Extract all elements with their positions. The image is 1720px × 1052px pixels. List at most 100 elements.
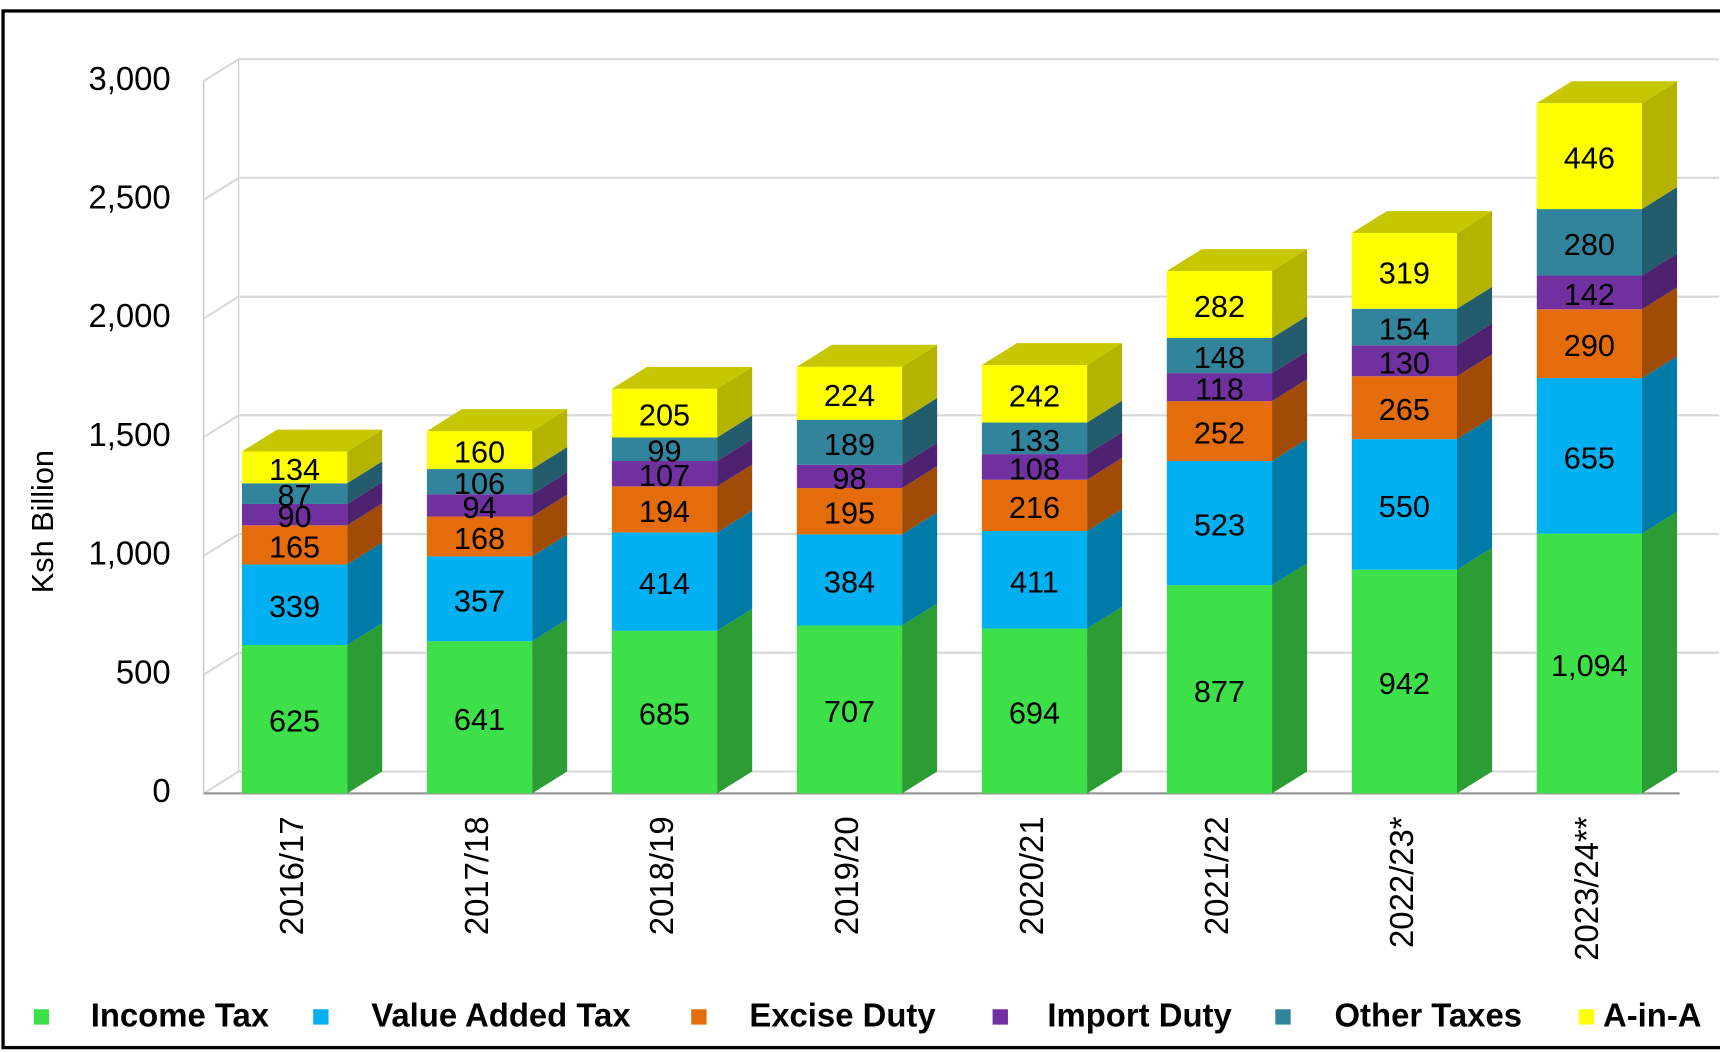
bar bbox=[241, 564, 348, 645]
bar-side bbox=[1457, 354, 1493, 440]
data-label: 224 bbox=[824, 378, 875, 413]
bar bbox=[611, 437, 718, 461]
data-label: 290 bbox=[1564, 328, 1615, 363]
bar bbox=[796, 419, 903, 465]
bar-side bbox=[717, 464, 753, 533]
data-label: 942 bbox=[1379, 666, 1430, 701]
data-label: 707 bbox=[824, 694, 875, 729]
data-label: 134 bbox=[269, 452, 320, 487]
data-label: 655 bbox=[1564, 440, 1615, 475]
bar bbox=[981, 531, 1088, 629]
bar bbox=[796, 488, 903, 535]
x-tick-label: 2022/23* bbox=[1383, 816, 1420, 948]
data-label: 195 bbox=[824, 496, 875, 531]
y-tick-label: 2,500 bbox=[88, 178, 170, 215]
data-label: 877 bbox=[1194, 674, 1245, 709]
bar-side bbox=[1272, 351, 1308, 402]
bar bbox=[1351, 308, 1458, 346]
data-label: 98 bbox=[832, 461, 866, 496]
bar-side bbox=[902, 512, 938, 626]
bar-side bbox=[347, 503, 383, 565]
data-label: 694 bbox=[1009, 695, 1060, 730]
data-label: 160 bbox=[454, 435, 505, 470]
bar bbox=[1351, 569, 1458, 794]
bar-side bbox=[1272, 316, 1308, 374]
bar-side bbox=[1272, 379, 1308, 461]
data-label: 357 bbox=[454, 583, 505, 618]
bar-side bbox=[1087, 400, 1123, 455]
legend-marker bbox=[313, 1009, 329, 1025]
data-label: 685 bbox=[639, 697, 690, 732]
bar-side bbox=[532, 447, 568, 495]
legend-marker bbox=[992, 1009, 1008, 1025]
bar-side bbox=[1641, 81, 1678, 210]
legend-marker bbox=[1275, 1009, 1291, 1025]
x-tick-label: 2019/20 bbox=[828, 816, 865, 935]
bar-side bbox=[902, 442, 938, 489]
legend-label: Import Duty bbox=[1047, 997, 1232, 1034]
legend-marker bbox=[691, 1009, 707, 1025]
data-label: 107 bbox=[639, 458, 690, 493]
bar bbox=[241, 483, 348, 504]
data-label: 252 bbox=[1194, 416, 1245, 451]
grid-line bbox=[203, 176, 1720, 201]
bar-side bbox=[1641, 287, 1678, 379]
bar-side bbox=[347, 429, 383, 484]
bar-side bbox=[347, 482, 383, 526]
bar bbox=[1166, 401, 1273, 461]
bar-side bbox=[1087, 432, 1123, 480]
bar bbox=[241, 503, 348, 526]
bar-side bbox=[717, 366, 753, 438]
bar bbox=[981, 365, 1088, 423]
data-label: 216 bbox=[1009, 490, 1060, 525]
bar-side bbox=[1087, 606, 1123, 794]
data-label: 265 bbox=[1379, 392, 1430, 427]
bar bbox=[1166, 585, 1273, 794]
data-label: 384 bbox=[824, 564, 875, 599]
legend-label: Other Taxes bbox=[1334, 997, 1522, 1034]
x-tick-label: 2018/19 bbox=[643, 816, 680, 935]
bar bbox=[426, 641, 533, 794]
frame bbox=[1, 9, 1720, 1050]
data-label: 411 bbox=[1010, 564, 1059, 599]
bar-side bbox=[717, 415, 753, 461]
bar bbox=[1536, 378, 1642, 534]
data-label: 189 bbox=[824, 427, 875, 462]
legend-marker bbox=[1578, 1009, 1595, 1025]
x-tick-label: 2021/22 bbox=[1198, 816, 1235, 935]
legend-label: A-in-A bbox=[1603, 997, 1702, 1034]
data-label: 108 bbox=[1009, 451, 1060, 486]
bar bbox=[241, 644, 348, 794]
bar-side bbox=[532, 494, 568, 557]
data-label: 242 bbox=[1009, 378, 1060, 413]
bar-side bbox=[1087, 457, 1123, 532]
x-tick-label: 2020/21 bbox=[1013, 816, 1050, 935]
bar bbox=[426, 431, 533, 470]
bar bbox=[611, 388, 718, 438]
bar-side bbox=[1272, 563, 1308, 794]
y-axis-label: Ksh Billion bbox=[25, 450, 60, 593]
bar bbox=[796, 464, 903, 489]
bar-side bbox=[1457, 286, 1493, 346]
bar bbox=[796, 625, 903, 794]
bar-side bbox=[347, 542, 383, 645]
data-label: 90 bbox=[277, 499, 311, 534]
bar-side bbox=[1641, 253, 1678, 310]
bar-side bbox=[1457, 417, 1493, 570]
grid-line bbox=[203, 58, 1720, 83]
bar-side bbox=[1641, 356, 1678, 534]
bar bbox=[426, 556, 533, 642]
bar bbox=[1166, 460, 1273, 586]
y-tick-label: 0 bbox=[152, 772, 170, 809]
data-label: 280 bbox=[1564, 227, 1615, 262]
data-label: 625 bbox=[269, 704, 320, 739]
bar bbox=[1536, 275, 1642, 310]
bar bbox=[1351, 376, 1458, 440]
data-label: 319 bbox=[1379, 255, 1430, 290]
data-label: 154 bbox=[1379, 312, 1430, 347]
bar-side bbox=[902, 344, 938, 420]
data-label: 1,094 bbox=[1551, 648, 1628, 683]
x-tick-label: 2023/24** bbox=[1568, 816, 1605, 961]
bar bbox=[1536, 309, 1642, 379]
